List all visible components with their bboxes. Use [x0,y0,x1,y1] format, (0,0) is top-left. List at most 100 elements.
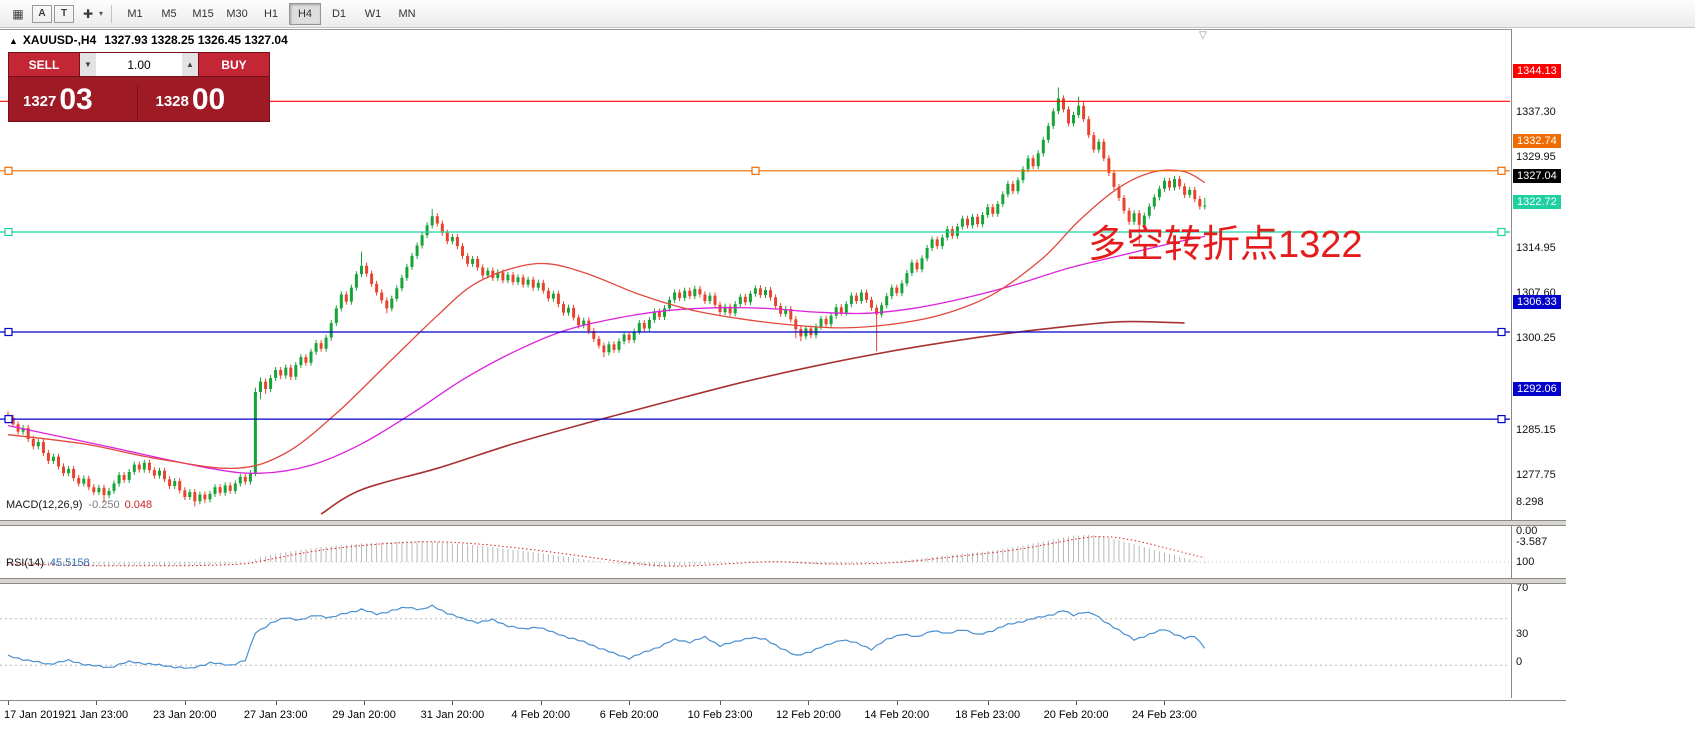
panel-splitter[interactable] [0,520,1566,526]
timeframe-button-H1[interactable]: H1 [263,7,279,20]
volume-increase-icon[interactable]: ▲ [182,53,198,76]
volume-box: ▼ ▲ [79,53,199,77]
time-axis-label: 14 Feb 20:00 [864,709,930,721]
line-handle[interactable] [4,415,13,424]
price-line-badge-1332.74: 1332.74 [1513,133,1561,148]
price-axis-label: 1329.95 [1516,150,1556,163]
ma-red[interactable] [7,169,1206,470]
draw-objects-icon[interactable]: ✚ [82,6,94,21]
time-axis-tick [1076,701,1077,705]
collapse-triangle-icon[interactable]: ▲ [9,36,18,46]
time-axis-tick [185,701,186,705]
time-axis-tick [1164,701,1165,705]
macd-axis-label: 8.298 [1516,496,1544,508]
macd-axis-label: -3.587 [1516,536,1548,548]
timeframe-button-M1[interactable]: M1 [127,7,143,20]
rsi-axis-label: 0 [1516,656,1523,668]
time-axis-label: 29 Jan 20:00 [332,709,396,721]
timeframe-button-W1[interactable]: W1 [364,7,382,20]
sell-price-main: 1327 [23,93,57,110]
time-axis-tick [720,701,721,705]
panel-splitter[interactable] [0,578,1566,584]
price-axis-label: 1337.30 [1516,106,1556,118]
price-line-badge-1292.06: 1292.06 [1513,382,1561,397]
price-line-badge-1344.13: 1344.13 [1513,64,1561,79]
line-handle[interactable] [4,227,13,237]
price-line-badge-1322.72: 1322.72 [1513,194,1561,209]
chart-shift-marker-icon[interactable]: ▽ [1199,30,1207,41]
time-axis-tick [808,701,809,705]
rsi-svg-container[interactable] [0,584,1510,700]
candles-series[interactable] [6,87,1207,507]
rsi-svg[interactable] [0,584,1510,700]
time-axis-label: 21 Jan 23:00 [64,709,129,721]
line-handle[interactable] [1497,166,1506,175]
volume-decrease-icon[interactable]: ▼ [80,53,96,76]
toolbar: ▦ A T ✚ ▾ M1 M5 M15 M30 H1 H4 D1 W1 MN [0,0,1695,28]
price-axis-label: 1314.95 [1516,242,1556,255]
time-axis-label: 27 Jan 23:00 [243,709,308,721]
dropdown-caret-icon[interactable]: ▾ [99,9,104,18]
macd-svg[interactable] [0,526,1510,578]
text-label-icon[interactable]: T [54,4,74,23]
timeframe-button-D1[interactable]: D1 [331,7,347,20]
ma-darkred[interactable] [320,320,1185,515]
time-axis-label: 4 Feb 20:00 [511,709,571,721]
current-price-badge: 1327.04 [1513,168,1561,183]
price-axis-label: 1300.25 [1516,332,1556,345]
time-axis[interactable]: 17 Jan 2019 21 Jan 23:00 23 Jan 20:00 27 Ja… [0,701,1566,727]
time-axis-divider [0,700,1566,701]
price-line-badge-1306.33: 1306.33 [1513,295,1561,309]
time-axis-label: 17 Jan 2019 [4,709,65,721]
sell-price[interactable]: 1327 03 [9,85,137,121]
timeframe-button-MN[interactable]: MN [398,7,416,20]
buy-price[interactable]: 1328 00 [136,83,270,121]
time-axis-tick [96,701,97,705]
timeframe-button-M15[interactable]: M15 [192,7,214,20]
time-axis-label: 6 Feb 20:00 [599,709,659,721]
text-annotation-icon[interactable]: A [32,4,52,23]
timeframe-button-M30[interactable]: M30 [226,7,248,20]
volume-input[interactable] [96,53,182,76]
macd-title: MACD(12,26,9) [6,499,83,511]
time-axis-label: 23 Jan 20:00 [152,709,217,721]
time-axis-tick [541,701,542,705]
line-handle[interactable] [751,166,760,175]
buy-price-pips: 00 [191,83,226,116]
line-handle[interactable] [1497,415,1506,424]
line-handle[interactable] [1497,227,1506,237]
chart-ohlc-header: ▲ XAUUSD-,H4 1327.93 1328.25 1326.45 1327.… [9,33,288,47]
timeframe-button-M5[interactable]: M5 [161,7,177,20]
line-handle[interactable] [4,166,13,175]
ohlc-values: 1327.93 1328.25 1326.45 1327.04 [104,33,288,47]
timeframe-button-H4[interactable]: H4 [289,2,322,25]
price-scale[interactable]: 1337.30 1329.95 1314.95 1307.60 1300.25 1285.… [1511,29,1567,698]
time-axis-tick [452,701,453,705]
time-axis-tick [8,701,9,705]
macd-svg-container[interactable] [0,526,1510,578]
buy-price-main: 1328 [155,93,189,110]
main-chart-panel[interactable] [0,60,1510,520]
rsi-line [7,604,1206,669]
ma-magenta[interactable] [7,235,1205,474]
indicators-grid-icon[interactable]: ▦ [12,6,24,21]
toolbar-icons: ▦ A T ✚ ▾ [5,3,105,25]
one-click-trading-panel: SELL ▼ ▲ BUY 1327 03 1328 00 [8,52,270,122]
line-handle[interactable] [4,327,13,337]
sell-button[interactable]: SELL [9,53,79,77]
rsi-axis-label: 70 [1516,581,1529,594]
main-chart-svg-container[interactable] [0,60,1510,520]
time-axis-tick [897,701,898,705]
buy-button[interactable]: BUY [199,53,269,77]
time-axis-label: 24 Feb 23:00 [1132,709,1197,721]
time-axis-label: 12 Feb 20:00 [776,709,841,721]
rsi-panel[interactable] [0,584,1510,700]
chart-text-annotation[interactable]: 多空转折点1322 [1088,224,1363,266]
line-handle[interactable] [1497,327,1506,337]
rsi-axis-label: 100 [1516,556,1535,568]
time-axis-label: 20 Feb 20:00 [1043,709,1109,721]
rsi-axis-label: 30 [1516,628,1529,641]
macd-panel[interactable] [0,526,1510,578]
main-chart-svg[interactable] [0,60,1510,520]
